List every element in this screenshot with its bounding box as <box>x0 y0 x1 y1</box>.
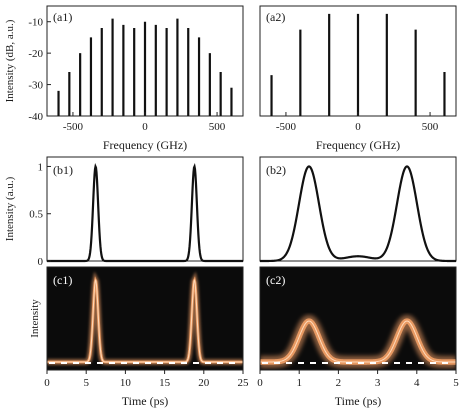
y-tick-label: -40 <box>28 111 43 123</box>
panel-label-b2: (b2) <box>266 163 286 177</box>
x-axis-title-c2: Time (ps) <box>335 394 382 408</box>
x-tick-label: 1 <box>296 377 302 389</box>
x-tick-label: 3 <box>375 377 381 389</box>
y-axis-title-c1: Intensity <box>29 299 41 338</box>
panel-frame-b1 <box>46 156 244 262</box>
x-tick-label: 500 <box>422 121 439 133</box>
x-tick-label: 0 <box>142 121 148 133</box>
x-tick-label: 25 <box>238 377 250 389</box>
y-tick-label: 0.5 <box>29 209 43 221</box>
x-tick-label: -500 <box>276 121 297 133</box>
x-axis-title-a1: Frequency (GHz) <box>103 138 187 152</box>
intensity-trace-b1 <box>47 162 243 263</box>
dark-background-c1 <box>47 267 243 370</box>
panel-label-c1: (c1) <box>53 273 72 287</box>
x-tick-label: 4 <box>414 377 420 389</box>
y-tick-label: 1 <box>38 161 44 173</box>
x-axis-title-c1: Time (ps) <box>122 394 169 408</box>
x-tick-label: 5 <box>83 377 89 389</box>
panel-frame-c2 <box>259 266 457 371</box>
panel-frame-c1 <box>46 266 244 371</box>
y-axis-title-b1: Intensity (a.u.) <box>4 176 16 241</box>
x-tick-label: 5 <box>453 377 459 389</box>
y-tick-label: 0 <box>38 256 44 268</box>
y-tick-label: -20 <box>28 48 43 60</box>
y-axis-title-a1: Intensity (dB, a.u.) <box>4 19 16 102</box>
panel-frame-b2 <box>259 156 457 262</box>
x-tick-label: 15 <box>159 377 171 389</box>
glow-group-c1 <box>47 271 243 365</box>
glow-group-c2 <box>260 315 456 368</box>
x-tick-label: 2 <box>336 377 342 389</box>
x-tick-label: 500 <box>209 121 226 133</box>
x-axis-title-a2: Frequency (GHz) <box>316 138 400 152</box>
x-tick-label: -500 <box>63 121 84 133</box>
panel-label-b1: (b1) <box>53 163 73 177</box>
x-tick-label: 0 <box>257 377 263 389</box>
panel-label-a2: (a2) <box>266 10 285 24</box>
y-tick-label: -30 <box>28 80 43 92</box>
intensity-trace-b2 <box>260 165 456 263</box>
panel-label-c2: (c2) <box>266 273 285 287</box>
x-tick-label: 0 <box>44 377 50 389</box>
y-tick-label: -10 <box>28 17 43 29</box>
x-tick-label: 20 <box>198 377 210 389</box>
x-tick-label: 0 <box>355 121 361 133</box>
x-tick-label: 10 <box>120 377 132 389</box>
panel-label-a1: (a1) <box>53 10 72 24</box>
